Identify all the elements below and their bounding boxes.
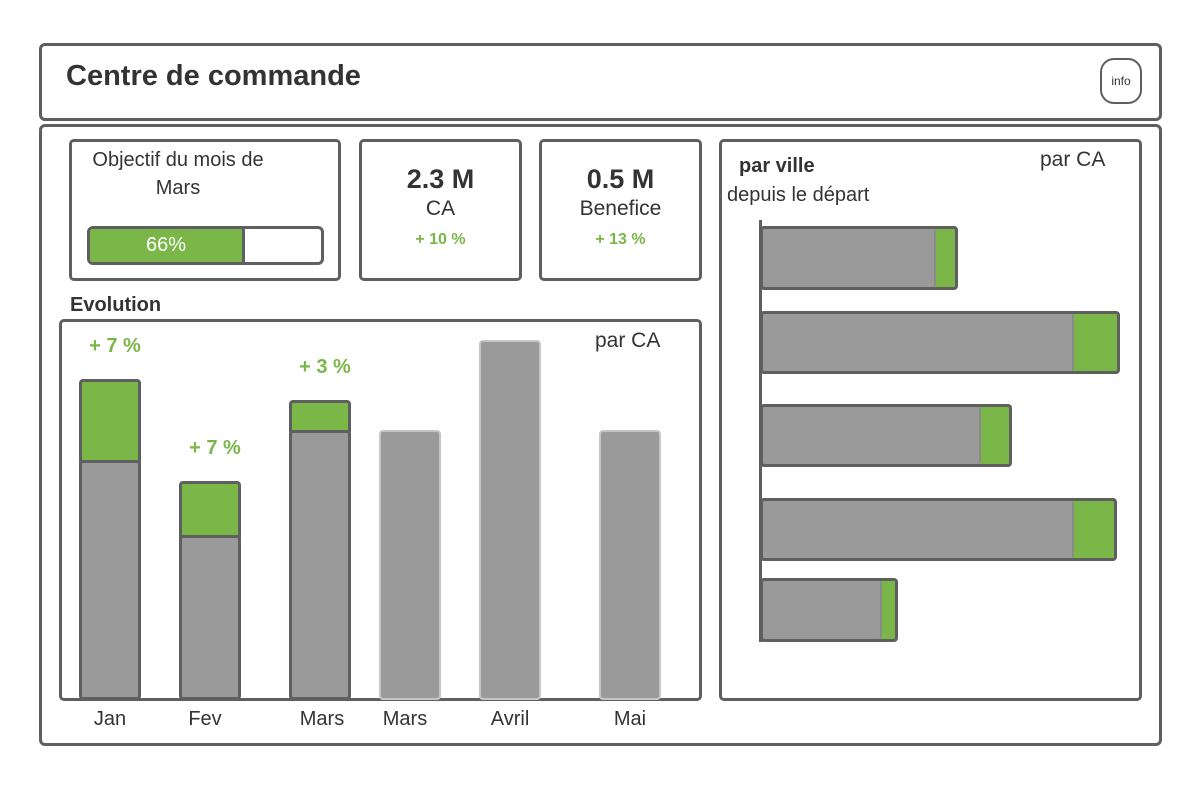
city-chart-metric: par CA bbox=[1040, 148, 1106, 171]
city-bar bbox=[760, 498, 1117, 561]
city-bar bbox=[760, 311, 1120, 374]
city-bar bbox=[760, 226, 958, 290]
header-panel bbox=[39, 43, 1162, 121]
city-bar bbox=[760, 578, 898, 642]
evolution-bar bbox=[79, 460, 141, 700]
kpi-value: 2.3 M bbox=[406, 164, 475, 194]
city-bar-base bbox=[763, 407, 981, 464]
evolution-bar-delta-label: + 7 % bbox=[189, 437, 241, 459]
evolution-x-tick-label: Fev bbox=[188, 708, 222, 730]
evolution-x-tick-label: Avril bbox=[490, 708, 530, 730]
city-bar-base bbox=[763, 229, 936, 287]
kpi-delta: + 10 % bbox=[415, 231, 466, 248]
objective-label: Objectif du mois de Mars bbox=[92, 149, 264, 199]
evolution-bar-delta-label: + 7 % bbox=[89, 335, 141, 357]
objective-progress-label: 66% bbox=[145, 234, 187, 256]
kpi-delta: + 13 % bbox=[595, 231, 646, 248]
evolution-bar bbox=[599, 430, 661, 700]
kpi-label: CA bbox=[425, 197, 456, 220]
evolution-bar bbox=[379, 430, 441, 700]
evolution-bar-increase bbox=[179, 481, 241, 541]
page-title: Centre de commande bbox=[66, 60, 361, 92]
city-chart-title: par ville bbox=[739, 155, 815, 177]
evolution-bar bbox=[479, 340, 541, 700]
evolution-x-tick-label: Mars bbox=[299, 708, 345, 730]
city-bar-base bbox=[763, 314, 1074, 371]
kpi-value: 0.5 M bbox=[586, 164, 655, 194]
objective-progress-fill bbox=[90, 229, 245, 262]
city-bar bbox=[760, 404, 1012, 467]
city-bar-base bbox=[763, 581, 882, 639]
evolution-x-tick-label: Mai bbox=[613, 708, 647, 730]
city-chart-subtitle: depuis le départ bbox=[727, 184, 870, 206]
kpi-card-benefice: 0.5 M Benefice + 13 % bbox=[539, 139, 702, 281]
city-bar-base bbox=[763, 501, 1074, 558]
evolution-subtitle: par CA bbox=[595, 329, 661, 352]
objective-progress-bar: 66% bbox=[87, 226, 324, 265]
evolution-x-tick-label: Jan bbox=[93, 708, 127, 730]
evolution-x-tick-label: Mars bbox=[382, 708, 428, 730]
kpi-card-ca: 2.3 M CA + 10 % bbox=[359, 139, 522, 281]
info-button[interactable]: info bbox=[1100, 58, 1142, 104]
evolution-bar bbox=[289, 430, 351, 700]
kpi-label: Benefice bbox=[579, 197, 662, 220]
evolution-bar-delta-label: + 3 % bbox=[299, 356, 351, 378]
evolution-title: Evolution bbox=[70, 294, 162, 316]
evolution-bar-increase bbox=[79, 379, 141, 466]
evolution-bar bbox=[179, 535, 241, 700]
